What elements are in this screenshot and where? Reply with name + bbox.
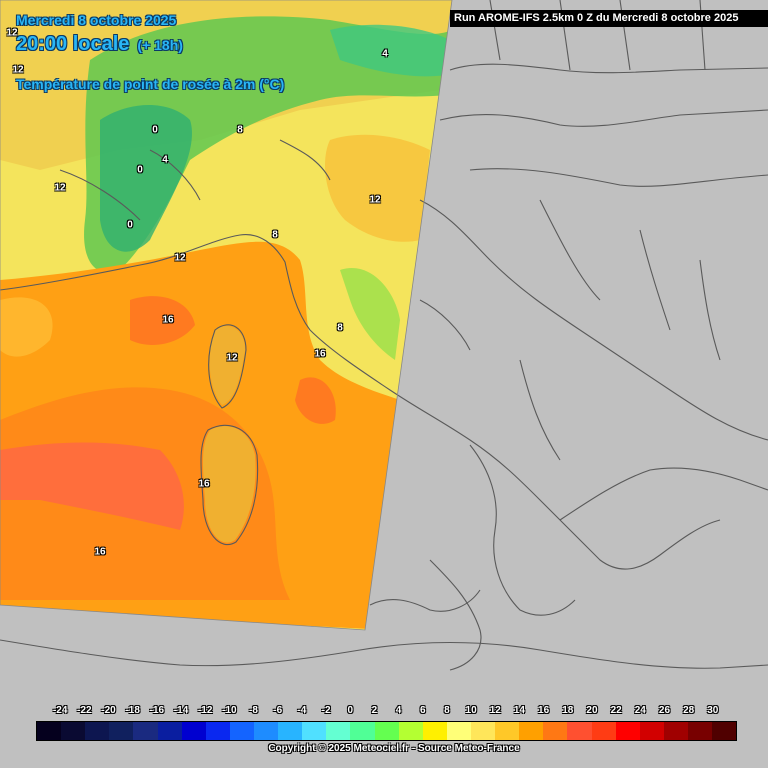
legend-tick: 8	[444, 705, 450, 716]
legend-tick: 18	[562, 705, 574, 716]
contour-label: 4	[382, 48, 388, 60]
contour-label: 16	[162, 314, 174, 326]
contour-label: 8	[337, 322, 343, 334]
legend-tick: 10	[465, 705, 477, 716]
legend-swatch	[205, 722, 230, 740]
legend-tick: -20	[101, 705, 116, 716]
legend-tick: 30	[707, 705, 719, 716]
contour-label: 12	[6, 27, 18, 39]
contour-label: 12	[174, 252, 186, 264]
legend-tick: -22	[77, 705, 92, 716]
legend-tick: 20	[586, 705, 598, 716]
legend-swatch	[446, 722, 471, 740]
legend-tick: 2	[371, 705, 378, 716]
legend-swatch	[157, 722, 182, 740]
legend-swatch	[278, 722, 303, 740]
legend-swatch	[326, 722, 351, 740]
forecast-time: 20:00 locale (+ 18h)	[16, 33, 183, 56]
legend-swatch	[470, 722, 496, 740]
legend-swatch	[181, 722, 206, 740]
legend-swatch	[253, 722, 279, 740]
legend-tick: -16	[149, 705, 165, 716]
legend-tick-labels: -24 -22 -20 -18 -16 -14 -12 -10 -8 -6 -4 -2 0 2 4 6 8 10 1…	[24, 705, 754, 719]
legend-tick: 12	[489, 705, 501, 716]
model-domain	[0, 0, 452, 630]
coastlines-borders	[0, 0, 768, 671]
legend-tick: 24	[634, 705, 646, 716]
legend-swatch	[639, 722, 664, 740]
legend-tick: 6	[419, 705, 426, 716]
legend-swatch	[687, 722, 713, 740]
contour-label: 16	[94, 546, 106, 558]
legend-tick: -24	[52, 705, 68, 716]
legend-tick: -4	[297, 705, 307, 716]
contour-label: 8	[237, 124, 243, 136]
lead-time: (+ 18h)	[137, 37, 183, 53]
contour-label: 12	[226, 352, 238, 364]
legend-swatch	[229, 722, 254, 740]
legend-swatch	[37, 722, 62, 740]
contour-label: 0	[127, 219, 133, 231]
legend-tick: -10	[222, 705, 237, 716]
legend-tick: 26	[658, 705, 671, 716]
legend-swatch	[615, 722, 640, 740]
legend-swatch	[567, 722, 592, 740]
color-scale-legend	[36, 721, 737, 741]
legend-tick: 28	[683, 705, 695, 716]
parameter-title: Température de point de rosée à 2m (°C)	[16, 76, 285, 92]
legend-swatch	[133, 722, 158, 740]
legend-tick: -14	[173, 705, 189, 716]
legend-swatch	[350, 722, 375, 740]
contour-label: 12	[54, 182, 66, 194]
legend-tick: 14	[513, 705, 525, 716]
contour-label: 4	[162, 154, 168, 166]
legend-swatch	[591, 722, 616, 740]
contour-label: 8	[272, 229, 278, 241]
legend-swatch	[543, 722, 568, 740]
contour-label: 0	[152, 124, 158, 136]
legend-swatch	[422, 722, 447, 740]
legend-swatch	[663, 722, 688, 740]
legend-swatch	[85, 722, 110, 740]
legend-tick: -12	[197, 705, 213, 716]
legend-swatch	[302, 722, 327, 740]
legend-tick: 4	[395, 705, 402, 716]
legend-swatch	[398, 722, 423, 740]
legend-swatch	[519, 722, 544, 740]
copyright-text: Copyright © 2025 Meteociel.fr - Source M…	[268, 743, 520, 754]
forecast-date: Mercredi 8 octobre 2025	[16, 12, 177, 28]
legend-swatch	[374, 722, 399, 740]
legend-tick: 22	[610, 705, 622, 716]
legend-tick: 16	[538, 705, 550, 716]
contour-label: 12	[369, 194, 381, 206]
legend-tick: 0	[347, 705, 354, 716]
contour-label: 12	[12, 64, 24, 76]
legend-swatch	[61, 722, 86, 740]
legend-tick: -2	[321, 705, 331, 716]
legend-swatch	[109, 722, 134, 740]
contour-label: 16	[314, 348, 326, 360]
legend-tick: -8	[249, 705, 258, 716]
legend-swatch	[495, 722, 520, 740]
contour-label: 0	[137, 164, 143, 176]
local-time: 20:00 locale	[16, 33, 130, 55]
contour-label: 16	[198, 478, 210, 490]
legend-swatch	[712, 722, 737, 740]
run-info-banner: Run AROME-IFS 2.5km 0 Z du Mercredi 8 oc…	[450, 10, 768, 27]
legend-tick: -18	[125, 705, 140, 716]
legend-tick: -6	[273, 705, 283, 716]
